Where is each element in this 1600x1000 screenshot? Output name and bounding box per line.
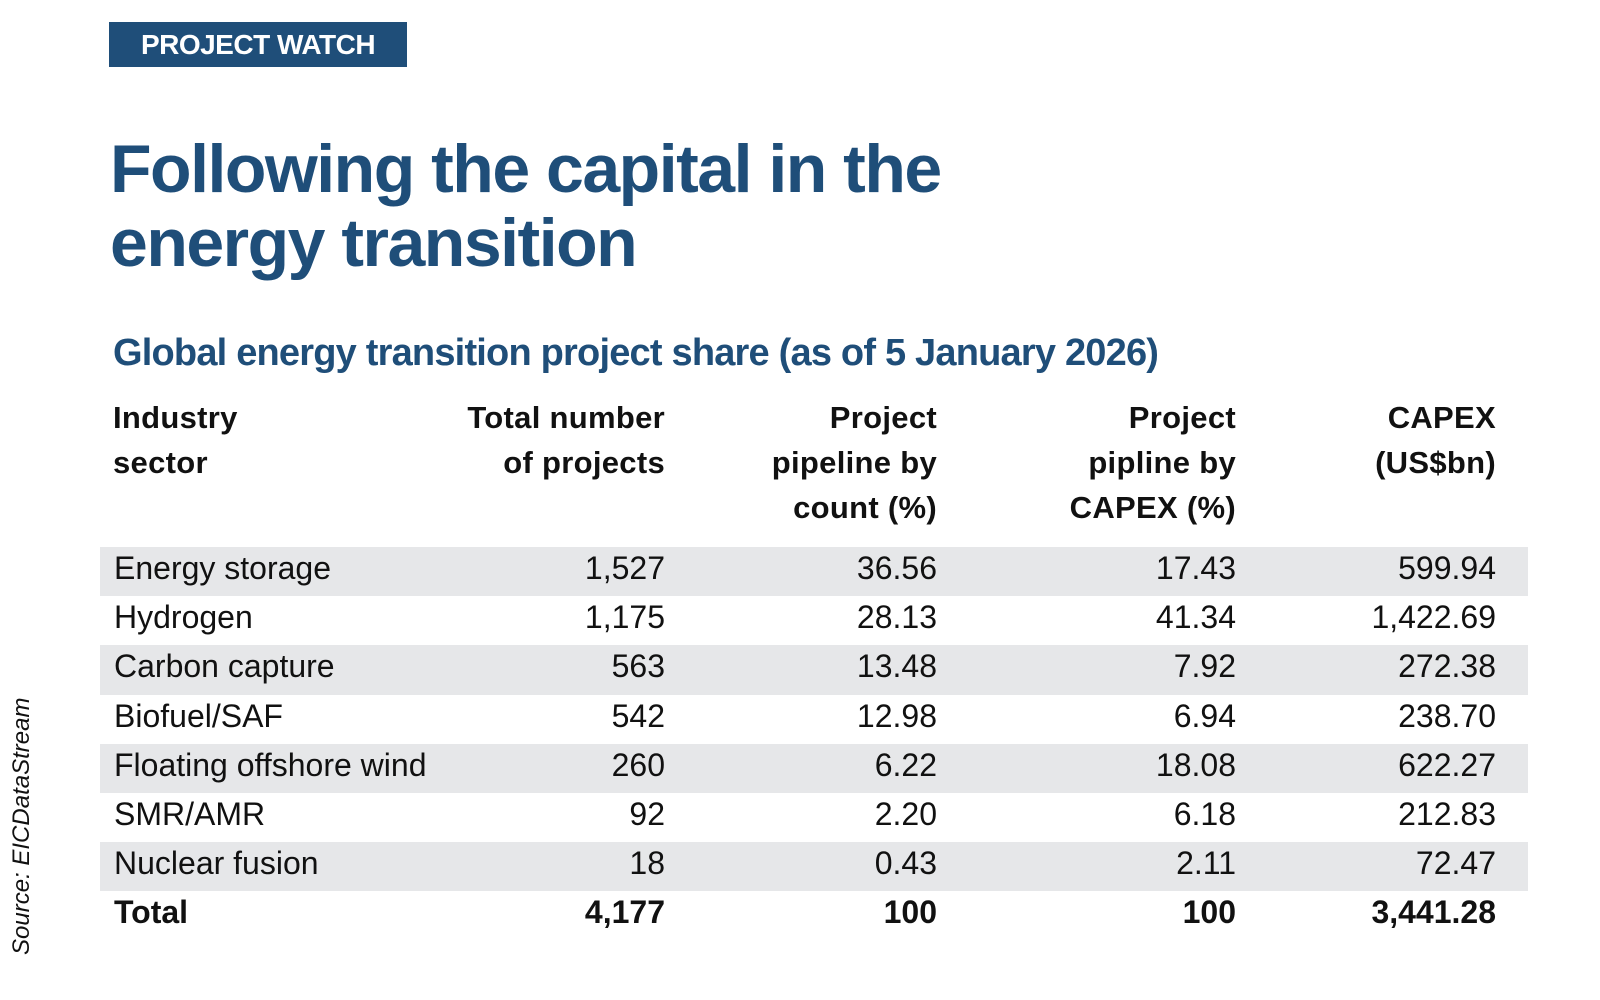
total-capex: 3,441.28	[1371, 894, 1496, 931]
cell-total-projects: 260	[611, 746, 665, 783]
total-label: Total	[114, 894, 189, 931]
cell-pipeline-capex: 6.94	[1173, 697, 1236, 734]
cell-capex: 1,422.69	[1371, 599, 1496, 636]
cell-total-projects: 563	[611, 648, 665, 685]
table-header: Industry sector Total number of projects…	[100, 395, 1528, 547]
cell-pipeline-count: 2.20	[874, 795, 937, 832]
cell-pipeline-count: 12.98	[856, 697, 937, 734]
cell-sector: Floating offshore wind	[114, 746, 427, 783]
cell-pipeline-count: 13.48	[856, 648, 937, 685]
cell-total-projects: 18	[629, 845, 665, 882]
cell-total-projects: 1,175	[584, 599, 665, 636]
header-industry-sector: Industry sector	[113, 400, 238, 480]
total-projects: 4,177	[584, 894, 665, 931]
header-total-projects: Total number of projects	[467, 400, 665, 480]
source-note: Source: EICDataStream	[8, 697, 35, 955]
cell-pipeline-count: 0.43	[874, 845, 937, 882]
cell-pipeline-count: 6.22	[874, 746, 937, 783]
cell-pipeline-capex: 41.34	[1155, 599, 1236, 636]
header-pipeline-capex: Project pipline by CAPEX (%)	[1069, 400, 1236, 525]
table-subtitle: Global energy transition project share (…	[113, 332, 1159, 374]
header-pipeline-count: Project pipeline by count (%)	[771, 400, 937, 525]
table-row: Biofuel/SAF 542 12.98 6.94 238.70	[100, 695, 1528, 744]
table-row: Hydrogen 1,175 28.13 41.34 1,422.69	[100, 596, 1528, 645]
cell-pipeline-capex: 18.08	[1155, 746, 1236, 783]
cell-capex: 238.70	[1398, 697, 1496, 734]
project-share-table: Industry sector Total number of projects…	[100, 395, 1528, 941]
title-line-1: Following the capital in the	[110, 131, 942, 207]
cell-total-projects: 1,527	[584, 550, 665, 586]
table-row: SMR/AMR 92 2.20 6.18 212.83	[100, 793, 1528, 842]
cell-sector: Hydrogen	[114, 599, 253, 636]
cell-sector: Carbon capture	[114, 648, 335, 685]
page-title: Following the capital in the energy tran…	[110, 132, 1110, 280]
table-row: Nuclear fusion 18 0.43 2.11 72.47	[100, 842, 1528, 892]
cell-pipeline-capex: 6.18	[1173, 795, 1236, 832]
header-capex: CAPEX (US$bn)	[1375, 400, 1496, 480]
table-row: Energy storage 1,527 36.56 17.43 599.94	[100, 547, 1528, 597]
cell-pipeline-count: 36.56	[856, 550, 937, 586]
table-body: Energy storage 1,527 36.56 17.43 599.94 Hydro…	[100, 547, 1528, 892]
cell-pipeline-count: 28.13	[856, 599, 937, 636]
section-badge: PROJECT WATCH	[109, 22, 407, 67]
total-pipeline-count: 100	[883, 894, 937, 931]
cell-sector: Nuclear fusion	[114, 845, 319, 882]
cell-pipeline-capex: 2.11	[1176, 845, 1236, 882]
cell-capex: 622.27	[1398, 746, 1496, 783]
cell-total-projects: 92	[629, 795, 665, 832]
cell-sector: Energy storage	[114, 550, 332, 586]
cell-capex: 272.38	[1398, 648, 1496, 685]
cell-sector: SMR/AMR	[114, 795, 266, 832]
cell-sector: Biofuel/SAF	[114, 697, 283, 734]
total-pipeline-capex: 100	[1182, 894, 1236, 931]
cell-total-projects: 542	[611, 697, 665, 734]
cell-capex: 212.83	[1398, 795, 1496, 832]
cell-pipeline-capex: 7.92	[1173, 648, 1236, 685]
table-row: Carbon capture 563 13.48 7.92 272.38	[100, 645, 1528, 695]
table-row: Floating offshore wind 260 6.22 18.08 622.27	[100, 743, 1528, 793]
cell-capex: 72.47	[1415, 845, 1496, 882]
cell-capex: 599.94	[1398, 550, 1496, 586]
table-row-total: Total 4,177 100 100 3,441.28	[100, 891, 1528, 940]
title-line-2: energy transition	[110, 205, 638, 281]
cell-pipeline-capex: 17.43	[1155, 550, 1236, 586]
